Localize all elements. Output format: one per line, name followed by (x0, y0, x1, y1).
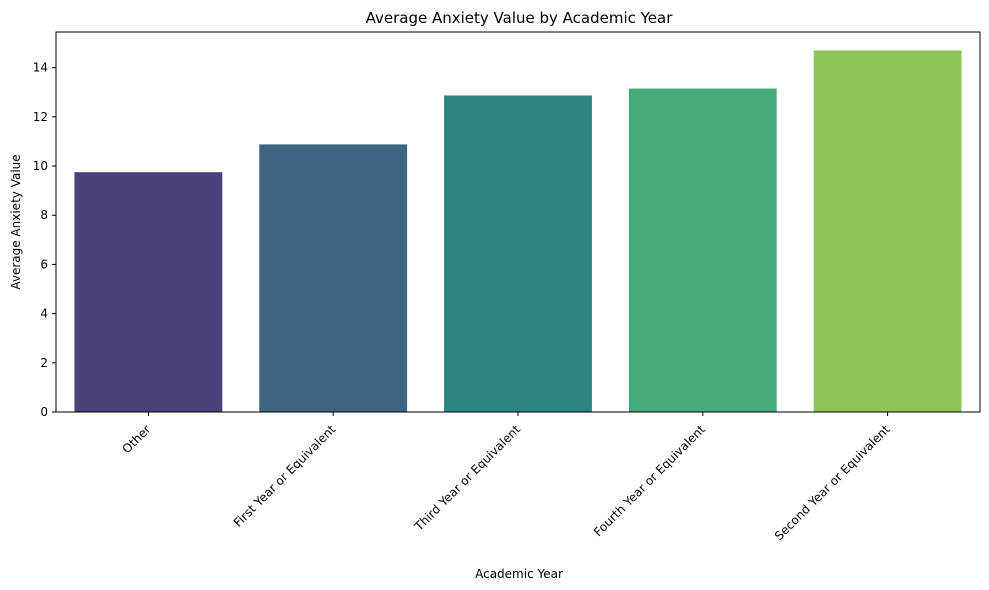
y-tick-label-6: 10 (33, 159, 48, 173)
y-tick-label-5: 8 (40, 208, 48, 222)
x-axis: Other First Year or Equivalent Third Year … (120, 412, 893, 543)
bar-4 (628, 88, 777, 412)
bars-group (74, 50, 962, 413)
y-tick-label-1: 0 (40, 405, 48, 419)
x-tick-label-4: Fourth Year or Equivalent (591, 422, 708, 539)
bar-3 (444, 95, 592, 413)
bar-1 (74, 172, 223, 412)
x-tick-label-5: Second Year or Equivalent (772, 422, 893, 543)
y-tick-label-8: 14 (33, 61, 48, 75)
x-tick-label-1: Other (120, 422, 154, 456)
x-axis-label: Academic Year (475, 567, 563, 581)
y-axis: 0 2 4 6 8 10 12 14 (33, 61, 56, 419)
y-tick-label-4: 6 (40, 257, 48, 271)
y-tick-label-2: 2 (40, 356, 48, 370)
y-tick-label-3: 4 (40, 307, 48, 321)
x-tick-label-3: Third Year or Equivalent (411, 422, 523, 534)
chart-title: Average Anxiety Value by Academic Year (366, 9, 674, 27)
bar-2 (259, 144, 408, 412)
y-tick-label-7: 12 (33, 110, 48, 124)
x-tick-label-2: First Year or Equivalent (231, 422, 339, 530)
bar-5 (813, 50, 962, 412)
y-axis-label: Average Anxiety Value (9, 154, 23, 289)
